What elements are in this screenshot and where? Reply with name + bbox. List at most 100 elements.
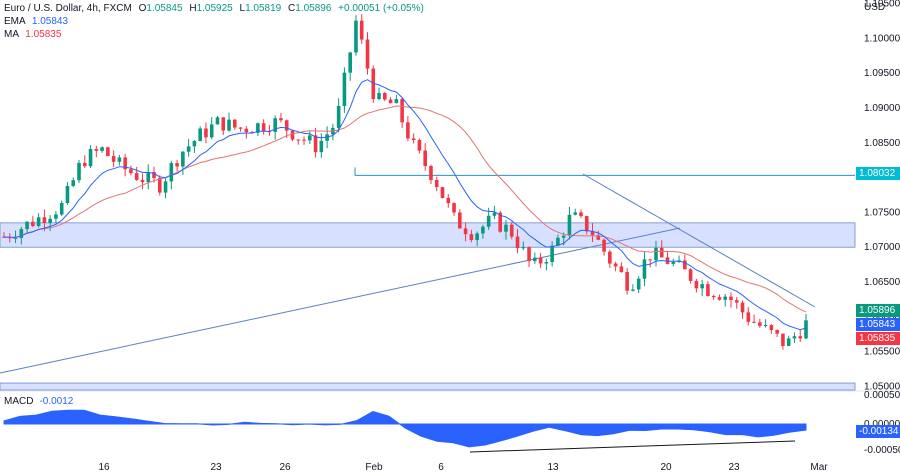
candle-body bbox=[723, 296, 728, 300]
candle-body bbox=[671, 261, 676, 264]
candle-body bbox=[152, 172, 156, 178]
candle-body bbox=[377, 93, 381, 99]
candle-body bbox=[706, 284, 710, 296]
candle-body bbox=[296, 139, 301, 141]
candle-body bbox=[19, 229, 24, 238]
candle-body bbox=[25, 221, 29, 230]
candle-body bbox=[758, 322, 762, 326]
candle-body bbox=[134, 173, 139, 180]
support-zone-0 bbox=[0, 222, 856, 248]
candle-body bbox=[504, 224, 508, 232]
candle-body bbox=[290, 130, 295, 140]
time-tick-label: 23 bbox=[210, 462, 222, 473]
candle-body bbox=[740, 302, 745, 313]
price-tick-label: 1.05000 bbox=[864, 382, 900, 393]
candle-body bbox=[544, 262, 549, 264]
macd-divergence-line bbox=[469, 440, 796, 453]
candle-body bbox=[238, 127, 243, 129]
price-tick-label: 1.10500 bbox=[864, 0, 900, 9]
candle-body bbox=[515, 236, 520, 249]
candle-body bbox=[123, 157, 127, 170]
time-tick-label: Feb bbox=[365, 462, 383, 473]
candle-body bbox=[313, 135, 318, 153]
candle-body bbox=[769, 325, 774, 331]
candle-body bbox=[625, 272, 629, 291]
candle-body bbox=[694, 280, 699, 289]
price-tick-label: 1.09000 bbox=[864, 103, 900, 114]
candle-body bbox=[763, 325, 768, 327]
candle-body bbox=[440, 187, 445, 198]
macd-tick-label: 0.00000 bbox=[864, 419, 900, 430]
time-tick-label: Mar bbox=[810, 462, 828, 473]
candle-body bbox=[227, 119, 231, 131]
candle-body bbox=[613, 263, 618, 267]
candle-body bbox=[509, 224, 514, 237]
candle-body bbox=[567, 214, 572, 236]
candle-body bbox=[411, 138, 416, 141]
candle-body bbox=[256, 123, 260, 133]
candle-body bbox=[111, 155, 116, 162]
falling-trendline bbox=[582, 173, 816, 308]
candle-body bbox=[781, 333, 785, 346]
candle-body bbox=[654, 247, 658, 261]
time-tick-label: 20 bbox=[660, 462, 672, 473]
macd-label: MACD bbox=[4, 396, 34, 407]
candle-body bbox=[636, 278, 641, 290]
candle-body bbox=[209, 124, 214, 138]
candle-body bbox=[665, 257, 670, 264]
level-price-tag: 1.08032 bbox=[856, 167, 900, 180]
candle-body bbox=[31, 221, 35, 226]
candle-body bbox=[65, 185, 70, 203]
candle-body bbox=[631, 289, 635, 291]
candle-body bbox=[77, 162, 81, 181]
price-tick-label: 1.10000 bbox=[864, 33, 900, 44]
candle-body bbox=[215, 117, 220, 125]
candle-body bbox=[446, 197, 451, 204]
candle-body bbox=[359, 20, 364, 40]
candle-body bbox=[336, 105, 341, 128]
time-tick-label: 26 bbox=[279, 462, 291, 473]
ma-price-tag: 1.05835 bbox=[856, 332, 900, 345]
candle-body bbox=[175, 163, 179, 167]
candle-body bbox=[169, 163, 174, 182]
candle-body bbox=[157, 177, 162, 193]
candle-body bbox=[163, 181, 168, 193]
candle-body bbox=[146, 172, 151, 183]
candle-body bbox=[429, 166, 433, 181]
candle-body bbox=[590, 231, 595, 236]
candle-body bbox=[54, 214, 58, 219]
candle-body bbox=[521, 247, 526, 249]
candle-body bbox=[302, 139, 306, 141]
candle-body bbox=[261, 123, 266, 132]
candle-body bbox=[48, 218, 52, 224]
candle-body bbox=[244, 128, 249, 133]
currency-label: USD bbox=[864, 2, 885, 13]
candle-body bbox=[198, 128, 202, 141]
candle-body bbox=[221, 117, 226, 131]
candle-body bbox=[700, 284, 704, 289]
candle-body bbox=[82, 162, 87, 167]
candle-body bbox=[319, 140, 324, 153]
candle-body bbox=[752, 321, 756, 323]
candle-body bbox=[59, 202, 64, 215]
candle-body bbox=[584, 216, 589, 232]
time-tick-label: 6 bbox=[438, 462, 444, 473]
candle-body bbox=[798, 336, 803, 339]
price-tick-label: 1.06000 bbox=[864, 312, 900, 323]
macd-price-tag: -0.00134 bbox=[856, 425, 900, 438]
candle-body bbox=[88, 149, 93, 167]
candle-body bbox=[423, 150, 427, 167]
candle-body bbox=[94, 149, 99, 151]
candle-body bbox=[13, 237, 18, 239]
candle-body bbox=[140, 179, 145, 183]
candle-body bbox=[711, 295, 716, 298]
price-tick-label: 1.08500 bbox=[864, 138, 900, 149]
candle-body bbox=[642, 259, 647, 279]
candle-body bbox=[36, 217, 41, 226]
price-tick-label: 1.06500 bbox=[864, 277, 900, 288]
candle-body bbox=[406, 122, 410, 139]
candle-body bbox=[400, 99, 404, 123]
candle-body bbox=[475, 233, 479, 241]
